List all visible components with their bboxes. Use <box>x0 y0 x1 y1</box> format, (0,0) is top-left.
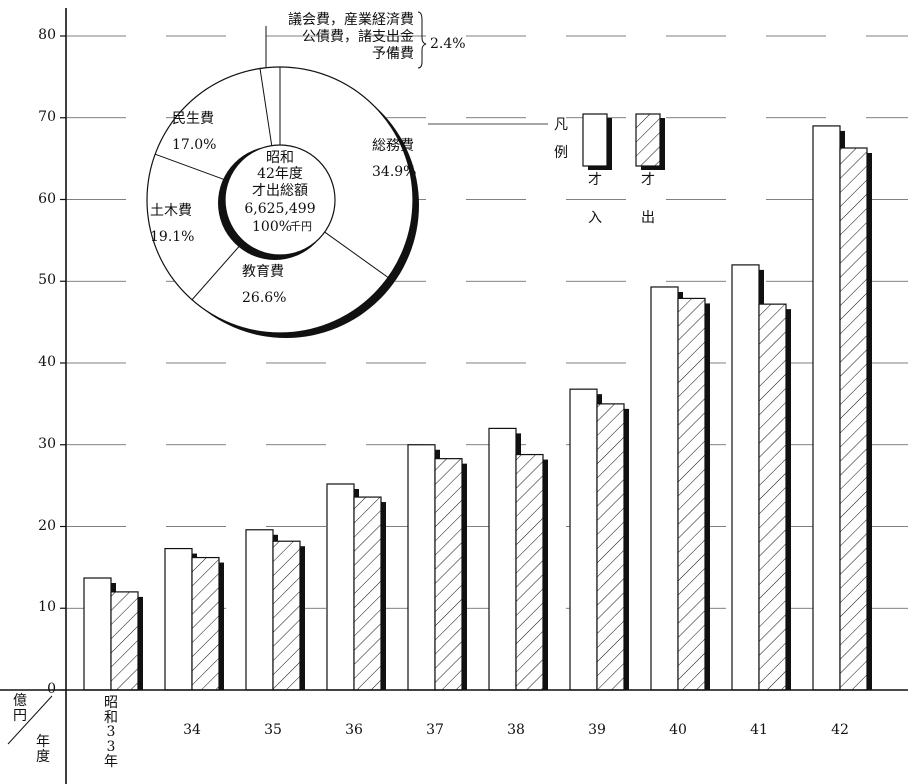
bar-revenue <box>407 444 436 691</box>
y-tick-label: 50 <box>38 272 56 289</box>
bar-revenue <box>488 427 517 691</box>
slice-divider <box>191 240 245 301</box>
bar-series <box>83 125 872 691</box>
x-tick-label: 35 <box>264 722 282 738</box>
other-note-line: 公債費，諸支出金 <box>302 29 414 45</box>
legend <box>428 113 665 170</box>
axes <box>0 8 908 784</box>
bar-hatching <box>273 541 300 690</box>
bar-revenue <box>83 577 112 691</box>
bar-revenue <box>650 286 679 691</box>
y-tick-label: 20 <box>38 517 56 534</box>
slice-label: 民生費 <box>172 111 214 127</box>
legend-label-expenditure: 出 <box>641 210 655 226</box>
bar-hatching <box>435 458 462 690</box>
x-tick-label: 37 <box>426 722 444 738</box>
donut-chart <box>146 11 427 338</box>
donut-center-text: 6,625,499 <box>244 201 316 217</box>
x-tick-label: 38 <box>507 722 525 738</box>
y-unit-label: 億円 <box>13 693 27 724</box>
y-tick-label: 80 <box>38 27 56 43</box>
legend-label-revenue: 入 <box>588 210 602 226</box>
other-percent: 2.4% <box>430 36 466 52</box>
bar-hatching <box>111 591 138 690</box>
donut-center-text: 昭和 <box>266 150 294 166</box>
y-tick-label: 60 <box>38 190 56 207</box>
x-tick-label: 36 <box>345 722 363 738</box>
slice-percent: 26.6% <box>242 290 287 306</box>
donut-center-text: 100% <box>252 219 293 235</box>
x-tick-label: 41 <box>750 722 768 738</box>
slice-divider <box>154 153 229 182</box>
donut-center-text: 才出総額 <box>252 183 308 199</box>
bar-hatching <box>516 454 543 690</box>
slice-label: 土木費 <box>150 203 192 219</box>
corner-divider <box>7 695 53 745</box>
bar-revenue <box>164 547 193 691</box>
slice-divider <box>324 231 389 278</box>
donut-center-unit: 千円 <box>290 220 312 233</box>
slice-percent: 17.0% <box>172 137 217 153</box>
bar-revenue <box>569 388 598 691</box>
slice-percent: 34.9% <box>372 164 417 180</box>
slice-divider <box>259 68 273 146</box>
bar-hatching <box>597 403 624 690</box>
x-tick-label: 34 <box>183 722 201 738</box>
bar-revenue <box>812 125 841 691</box>
legend-label-expenditure: 才 <box>641 172 655 188</box>
legend-label-revenue: 才 <box>588 172 602 188</box>
bar-revenue <box>731 264 760 691</box>
x-tick-label: 39 <box>588 722 606 738</box>
bar-hatching <box>678 298 705 690</box>
donut-center-text: 42年度 <box>257 166 303 182</box>
x-unit-label: 年度 <box>36 734 50 765</box>
legend-swatch-revenue <box>582 113 608 167</box>
legend-title: 凡 <box>554 117 568 133</box>
other-bracket <box>417 11 427 69</box>
slice-percent: 19.1% <box>150 229 195 245</box>
bar-revenue <box>326 483 355 691</box>
slice-label: 教育費 <box>242 264 284 280</box>
bar-hatching <box>759 304 786 690</box>
slice-label: 総務費 <box>372 138 414 154</box>
other-note-line: 議会費，産業経済費 <box>288 12 414 28</box>
x-tick-label: 昭和33年 <box>104 695 118 770</box>
bar-revenue <box>245 529 274 691</box>
y-tick-label: 10 <box>38 599 56 616</box>
y-tick-label: 0 <box>47 681 56 697</box>
bar-hatching <box>354 497 381 690</box>
legend-title: 例 <box>554 145 568 161</box>
x-tick-label: 42 <box>831 722 849 738</box>
legend-hatching <box>636 114 660 166</box>
other-note-line: 予備費 <box>372 46 414 62</box>
y-tick-label: 70 <box>38 108 56 125</box>
x-tick-label: 40 <box>669 722 687 738</box>
y-tick-label: 40 <box>38 354 56 370</box>
y-tick-label: 30 <box>38 435 56 452</box>
bar-hatching <box>840 147 867 690</box>
bar-hatching <box>192 557 219 690</box>
